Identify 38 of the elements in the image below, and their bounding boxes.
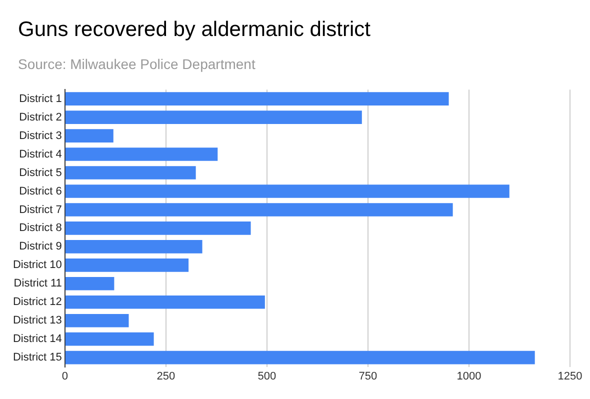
x-tick-label: 750: [358, 370, 378, 382]
bar: [65, 314, 129, 328]
y-tick-label: District 15: [12, 352, 62, 364]
y-tick-label: District 2: [19, 111, 62, 124]
bar: [65, 148, 218, 161]
y-tick-label: District 8: [19, 222, 62, 234]
y-tick-label: District 9: [19, 240, 62, 253]
y-tick-label: District 5: [19, 166, 62, 179]
y-tick-label: District 12: [12, 296, 62, 308]
y-tick-label: District 3: [19, 130, 62, 142]
bar: [65, 203, 453, 216]
bar: [65, 258, 189, 272]
bar: [65, 184, 510, 198]
y-tick-label: District 13: [12, 314, 62, 327]
chart-subtitle: Source: Milwaukee Police Department: [18, 56, 256, 72]
bar: [65, 240, 202, 254]
y-tick-label: District 4: [19, 148, 62, 160]
y-tick-label: District 10: [12, 259, 62, 272]
y-tick-label: District 14: [12, 333, 62, 346]
bar: [65, 276, 114, 290]
y-tick-label: District 7: [19, 204, 62, 216]
y-tick-label: District 11: [14, 278, 62, 290]
bar: [65, 110, 362, 124]
bar: [65, 295, 265, 309]
x-tick-label: 500: [258, 370, 276, 382]
chart-title: Guns recovered by aldermanic district: [18, 18, 370, 42]
y-tick-label: District 1: [19, 92, 62, 105]
x-tick-label: 1250: [558, 370, 582, 382]
bar: [65, 92, 449, 106]
y-tick-label: District 6: [19, 185, 62, 198]
x-tick-label: 1000: [456, 370, 482, 382]
bar: [65, 350, 535, 364]
bar: [65, 166, 196, 180]
bar: [65, 332, 154, 346]
x-tick-label: 0: [62, 370, 68, 382]
bar: [65, 222, 251, 235]
x-tick-label: 250: [156, 370, 176, 382]
bar: [65, 129, 114, 142]
